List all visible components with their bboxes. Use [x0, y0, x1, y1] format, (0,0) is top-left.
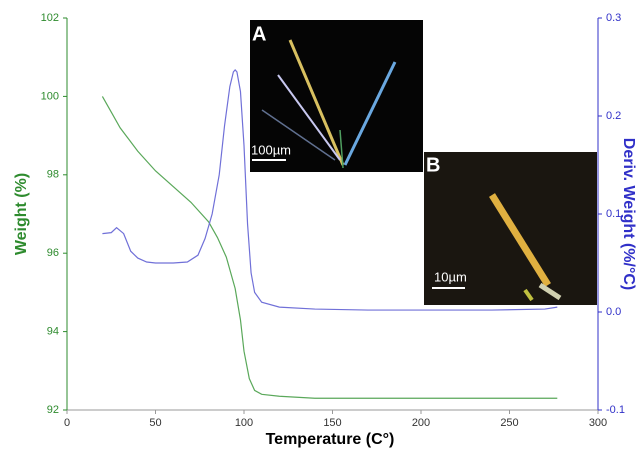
x-tick-label: 300: [589, 417, 607, 429]
x-tick-label: 250: [500, 417, 518, 429]
y-tick-label: 98: [47, 169, 59, 181]
x-tick-label: 150: [323, 417, 341, 429]
y-tick-label: 92: [47, 404, 59, 416]
x-axis-label: Temperature (C°): [266, 431, 395, 448]
y-tick-label: 102: [41, 12, 59, 24]
y2-tick-label: 0.2: [606, 110, 621, 122]
inset-a: [250, 20, 423, 172]
y-tick-label: 94: [47, 326, 59, 338]
y2-tick-label: -0.1: [606, 404, 625, 416]
y-axis-label: Weight (%): [13, 173, 30, 255]
inset-b: [424, 152, 597, 305]
scale-bar-label: 10µm: [434, 269, 467, 284]
x-tick-label: 100: [235, 417, 253, 429]
scale-bar-label: 100µm: [251, 142, 291, 157]
inset-label: A: [252, 23, 266, 45]
y2-tick-label: 0.3: [606, 12, 621, 24]
x-tick-label: 50: [149, 417, 161, 429]
y2-axis-label: Deriv. Weight (%/°C): [620, 138, 637, 290]
inset-label: B: [426, 154, 440, 176]
x-tick-label: 200: [412, 417, 430, 429]
y-tick-label: 100: [41, 90, 59, 102]
x-tick-label: 0: [64, 417, 70, 429]
y2-tick-label: 0.1: [606, 208, 621, 220]
data-line: [102, 69, 558, 311]
y2-tick-label: 0.0: [606, 306, 621, 318]
y-tick-label: 96: [47, 247, 59, 259]
data-line: [101, 96, 558, 399]
